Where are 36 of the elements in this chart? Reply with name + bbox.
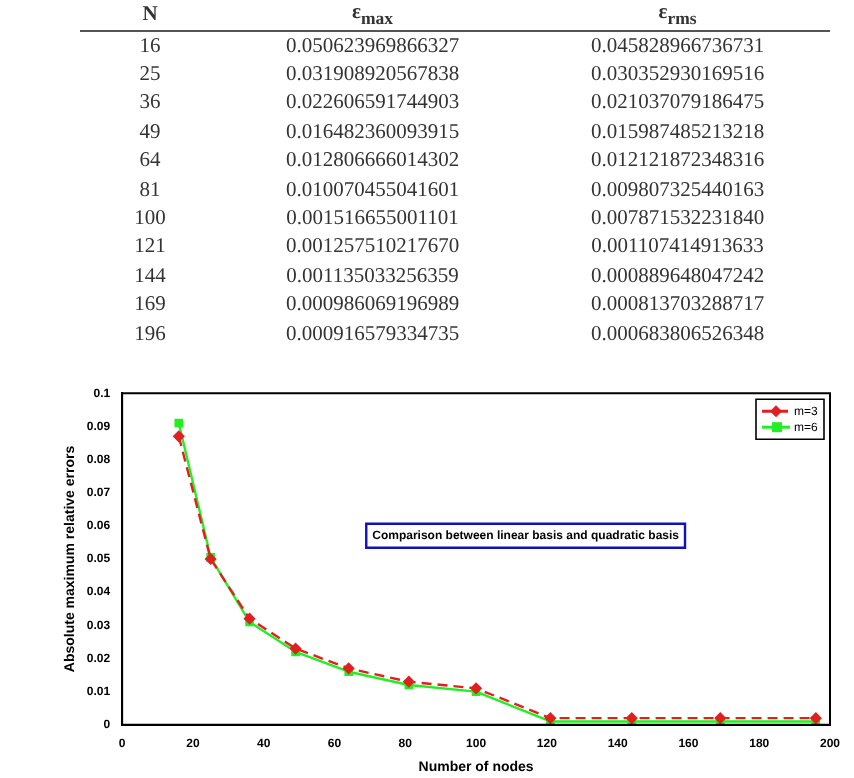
text: 0.009807325440163 bbox=[588, 177, 767, 205]
text: ε$_{rms}$ bbox=[525, 0, 830, 31]
text: 0.001257510217670 bbox=[283, 234, 462, 263]
text: 16 bbox=[137, 33, 163, 61]
text: 0.021037079186475 bbox=[588, 90, 767, 119]
text: 0.000986069196989 bbox=[283, 292, 462, 320]
text: 121 bbox=[132, 234, 168, 263]
text: 0.000889648047242 bbox=[588, 263, 767, 292]
text: 0.010070455041601 bbox=[283, 177, 462, 205]
text: 0.045828966736731 bbox=[588, 33, 767, 61]
text: 64 bbox=[137, 148, 163, 176]
text: 0.001516655001101 bbox=[284, 206, 461, 234]
text: 0.000683806526348 bbox=[588, 321, 767, 349]
text: 0.001135033256359 bbox=[284, 263, 461, 292]
text: 36 bbox=[137, 90, 163, 119]
text: 0.016482360093915 bbox=[283, 119, 462, 148]
text: 0.012806666014302 bbox=[283, 148, 462, 176]
text: 0.050623969866327 bbox=[283, 33, 462, 61]
text: 196 bbox=[132, 321, 168, 349]
text: 0.015987485213218 bbox=[588, 119, 767, 148]
text: 0.001107414913633 bbox=[589, 234, 766, 263]
text: 0.000813703288717 bbox=[588, 292, 767, 320]
text: 25 bbox=[137, 62, 163, 90]
text: 0.030352930169516 bbox=[588, 62, 767, 90]
text: ε$_{max}$ bbox=[220, 0, 525, 31]
text: 81 bbox=[137, 177, 163, 205]
text: 0.022606591744903 bbox=[283, 90, 462, 119]
text: 0.012121872348316 bbox=[588, 148, 767, 176]
text: 0.000916579334735 bbox=[283, 321, 462, 349]
text: 0.007871532231840 bbox=[588, 206, 767, 234]
text: 49 bbox=[137, 119, 163, 148]
text: 0.031908920567838 bbox=[283, 62, 462, 90]
text: 169 bbox=[132, 292, 168, 320]
text: 144 bbox=[132, 263, 168, 292]
text: 100 bbox=[132, 206, 168, 234]
text: N bbox=[80, 0, 220, 31]
